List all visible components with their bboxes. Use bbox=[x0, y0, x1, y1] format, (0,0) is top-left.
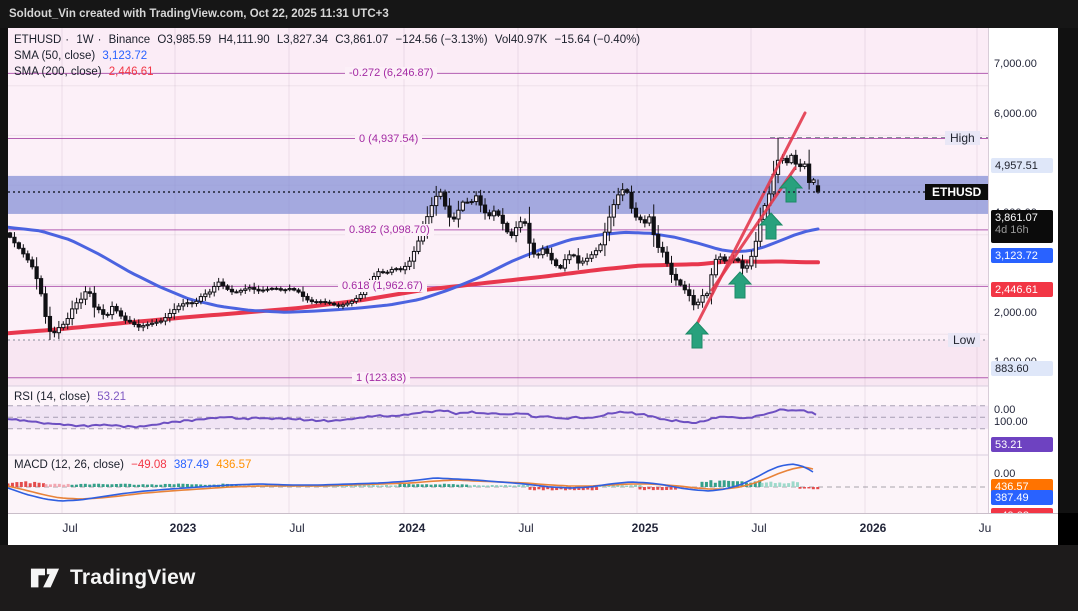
tradingview-logo-icon bbox=[30, 568, 60, 588]
bar-countdown: 4d 16h bbox=[995, 223, 1029, 236]
up-arrow-3[interactable] bbox=[778, 175, 804, 203]
rsi-legend-row[interactable]: RSI (14, close) 53.21 bbox=[14, 391, 130, 403]
sma200-value: 2,446.61 bbox=[108, 66, 154, 78]
fib-label: 1 (123.83) bbox=[352, 371, 411, 384]
macd-value: 387.49 bbox=[173, 459, 210, 471]
tradingview-logo[interactable]: TradingView bbox=[30, 566, 196, 590]
sma200-legend-row[interactable]: SMA (200, close) 2,446.61 bbox=[14, 66, 158, 78]
low-tag: Low bbox=[948, 332, 981, 347]
price-axis-label: 7,000.00 bbox=[994, 58, 1037, 70]
legend-sep2: · bbox=[97, 34, 102, 46]
last-price-value: 3,861.07 bbox=[995, 211, 1038, 224]
macd-hist-value: −49.08 bbox=[131, 459, 167, 471]
symbol-price-line-tag: ETHUSD bbox=[925, 184, 988, 200]
high-price-chip: 4,957.51 bbox=[991, 158, 1053, 173]
low-price-chip: 883.60 bbox=[991, 361, 1053, 376]
rsi-value: 53.21 bbox=[97, 391, 127, 403]
sma200-label[interactable]: SMA (200, close) bbox=[14, 66, 102, 78]
time-axis-tick: Jul bbox=[289, 521, 305, 535]
chart-panes[interactable]: ETHUSD · 1W · Binance O3,985.59 H4,111.90 … bbox=[8, 28, 988, 513]
price-axis-label: 0.00 bbox=[994, 404, 1016, 417]
legend-volume: Vol40.97K bbox=[494, 34, 548, 46]
tradingview-wordmark: TradingView bbox=[70, 566, 196, 589]
time-axis-tick: 2023 bbox=[169, 521, 197, 535]
rsi-axis-100: 100.00 bbox=[994, 416, 1028, 428]
legend-volume-change: −15.64 (−0.40%) bbox=[554, 34, 641, 46]
high-tag: High bbox=[945, 130, 980, 145]
attribution-text: Soldout_Vin created with TradingView.com… bbox=[9, 8, 389, 20]
last-price-chip: 3,861.07 4d 16h bbox=[991, 210, 1053, 243]
macd-signal-line[interactable] bbox=[8, 466, 814, 500]
fib-label: 0.382 (3,098.70) bbox=[345, 223, 434, 236]
rsi-label[interactable]: RSI (14, close) bbox=[14, 391, 91, 403]
time-axis-tick: Jul bbox=[518, 521, 534, 535]
fib-label: 0 (4,937.54) bbox=[355, 132, 423, 145]
macd-histogram bbox=[8, 480, 820, 491]
chart-canvas[interactable] bbox=[8, 28, 988, 513]
legend-sep1: · bbox=[65, 34, 70, 46]
time-axis-tick: 2024 bbox=[398, 521, 426, 535]
rsi-value-chip: 53.21 bbox=[991, 437, 1053, 452]
macd-legend-row[interactable]: MACD (12, 26, close) −49.08 387.49 436.5… bbox=[14, 459, 255, 471]
time-axis-tick: Jul bbox=[751, 521, 767, 535]
rsi-axis-0: 0.00 bbox=[994, 468, 1016, 480]
sma50-label[interactable]: SMA (50, close) bbox=[14, 50, 96, 62]
time-axis-tick: 2025 bbox=[631, 521, 659, 535]
time-axis-tick: Jul bbox=[62, 521, 78, 535]
legend-change: −124.56 (−3.13%) bbox=[395, 34, 488, 46]
sma50-value: 3,123.72 bbox=[102, 50, 148, 62]
legend-low: L3,827.34 bbox=[276, 34, 329, 46]
macd-signal-value: 436.57 bbox=[216, 459, 252, 471]
time-axis-tick: Ju bbox=[978, 521, 992, 535]
chart-stage: ETHUSD · 1W · Binance O3,985.59 H4,111.90 … bbox=[0, 28, 1078, 523]
macd-label[interactable]: MACD (12, 26, close) bbox=[14, 459, 124, 471]
sma200-price-chip: 2,446.61 bbox=[991, 282, 1053, 297]
sma50-price-chip: 3,123.72 bbox=[991, 248, 1053, 263]
legend-high: H4,111.90 bbox=[218, 34, 270, 46]
sma50-legend-row[interactable]: SMA (50, close) 3,123.72 bbox=[14, 50, 151, 62]
time-axis-tick: 2026 bbox=[859, 521, 887, 535]
time-axis-left-gap bbox=[0, 513, 8, 545]
fib-label: -0.272 (6,246.87) bbox=[345, 67, 438, 80]
price-axis-label: 2,000.00 bbox=[994, 306, 1037, 319]
fib-label: 0.618 (1,962.67) bbox=[338, 280, 427, 293]
price-axis-label: 6,000.00 bbox=[994, 107, 1037, 120]
supply-zone-box[interactable] bbox=[8, 175, 988, 214]
legend-close: C3,861.07 bbox=[335, 34, 389, 46]
up-arrow-0[interactable] bbox=[684, 321, 710, 349]
price-axis[interactable]: 7,000.006,000.004,000.002,000.001,000.00… bbox=[988, 28, 1058, 523]
legend-symbol[interactable]: ETHUSD bbox=[14, 34, 62, 46]
sma50-line[interactable] bbox=[8, 225, 820, 314]
legend-exchange[interactable]: Binance bbox=[108, 34, 151, 46]
trendline-0[interactable] bbox=[696, 111, 807, 324]
up-arrow-2[interactable] bbox=[758, 212, 784, 240]
attribution-bar: Soldout_Vin created with TradingView.com… bbox=[0, 0, 1078, 28]
symbol-legend-row[interactable]: ETHUSD · 1W · Binance O3,985.59 H4,111.90 … bbox=[14, 34, 644, 46]
macd-line[interactable] bbox=[8, 463, 814, 502]
footer-bar: TradingView bbox=[0, 545, 1078, 611]
macd-value-chip: 387.49 bbox=[991, 490, 1053, 505]
legend-interval[interactable]: 1W bbox=[76, 34, 94, 46]
legend-open: O3,985.59 bbox=[157, 34, 212, 46]
up-arrow-1[interactable] bbox=[727, 271, 753, 299]
rsi-line[interactable] bbox=[8, 408, 817, 429]
time-axis[interactable]: Jul 2023 Jul 2024 Jul 2025 Jul 2026 Ju bbox=[0, 513, 1058, 545]
